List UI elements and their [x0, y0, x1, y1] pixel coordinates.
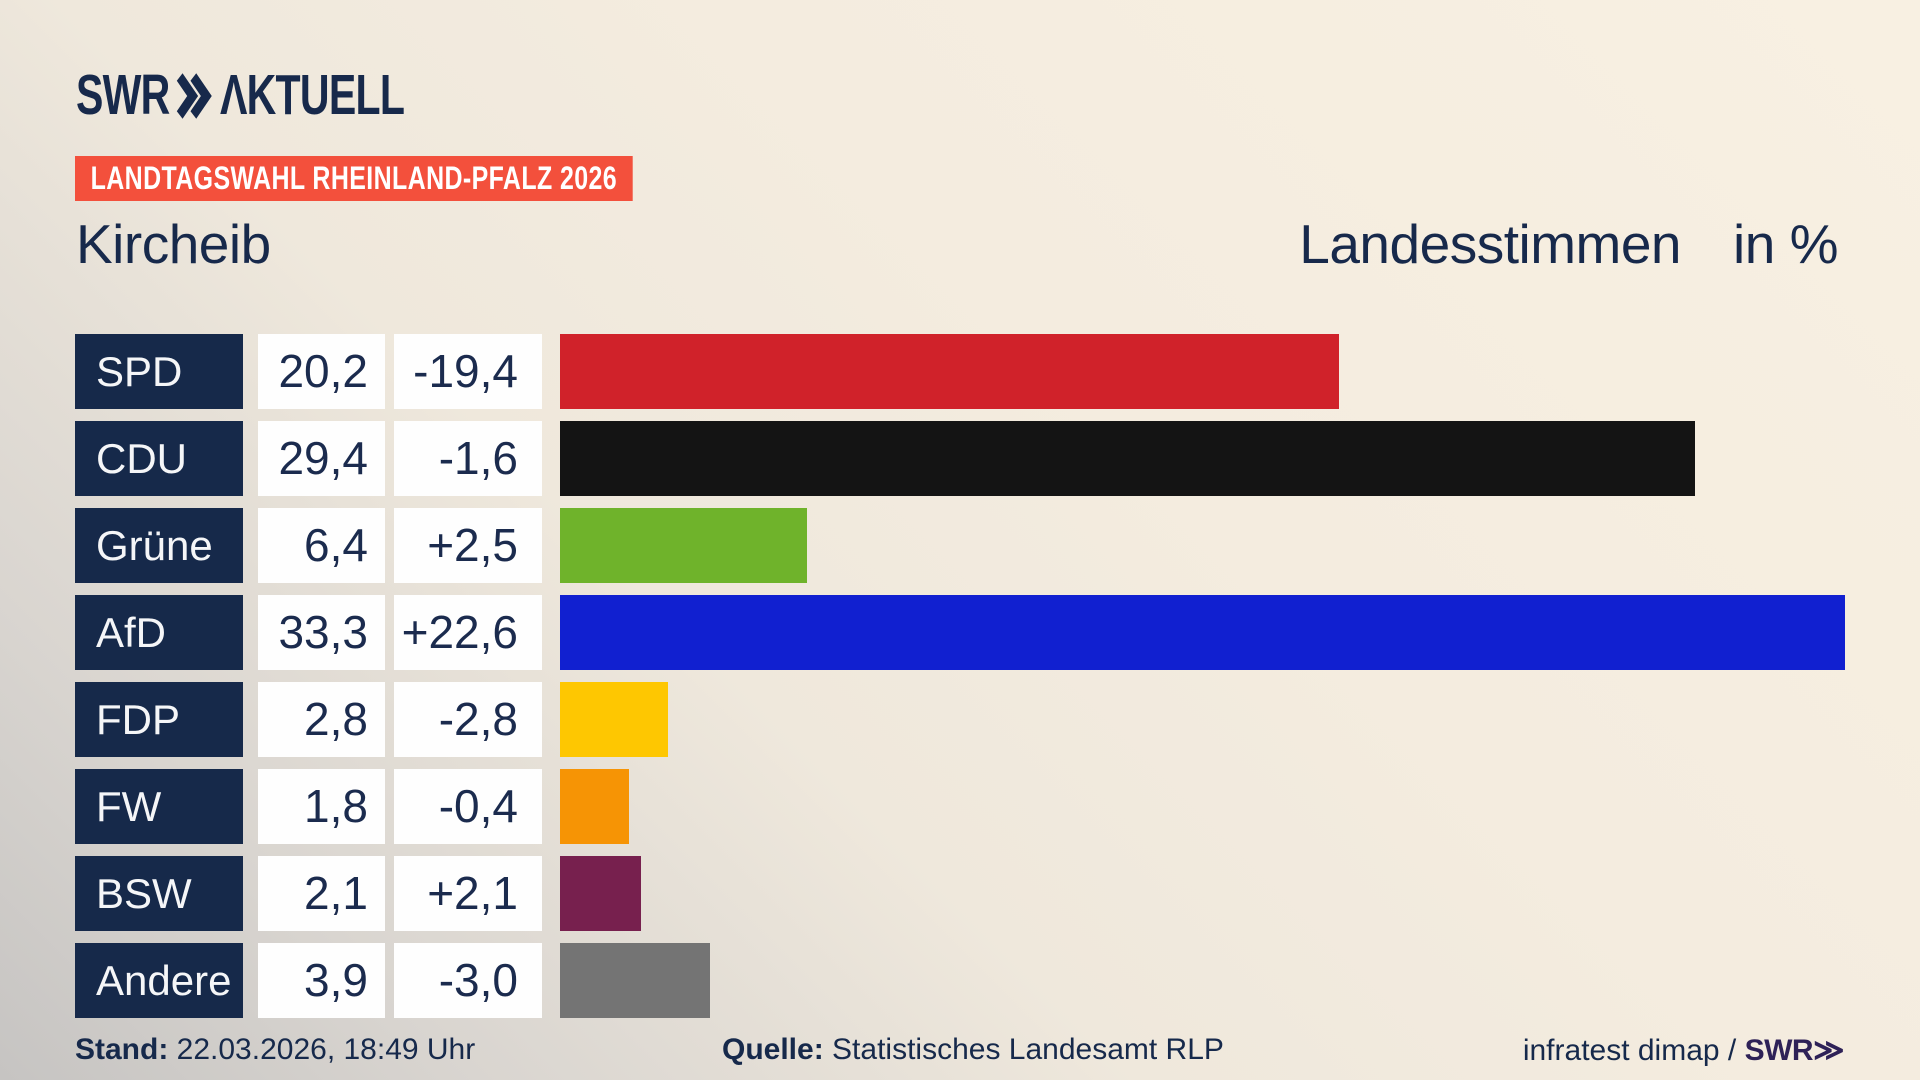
credit-text: infratest dimap /: [1522, 1034, 1745, 1067]
result-bar: [560, 334, 1340, 409]
value-box: 2,1: [258, 856, 385, 931]
bar-track: [560, 421, 1845, 496]
value-text: 33,3: [278, 606, 368, 658]
unit-label: in %: [1733, 213, 1839, 275]
credit: infratest dimap / SWR≫: [1522, 1033, 1845, 1068]
change-text: -3,0: [438, 954, 518, 1006]
chart-row: AfD 33,3 +22,6: [75, 595, 1845, 670]
party-label: BSW: [96, 870, 192, 917]
chart-row: FW 1,8 -0,4: [75, 769, 1845, 844]
change-text: -1,6: [438, 432, 518, 484]
party-label: FDP: [96, 696, 180, 743]
election-banner: LANDTAGSWAHL RHEINLAND-PFALZ 2026: [75, 156, 633, 201]
value-box: 29,4: [258, 421, 385, 496]
value-box: 3,9: [258, 943, 385, 1018]
party-label-box: FDP: [75, 682, 243, 757]
bar-track: [560, 334, 1845, 409]
party-label-box: BSW: [75, 856, 243, 931]
footer: Stand: 22.03.2026, 18:49 Uhr Quelle: Sta…: [0, 1033, 1920, 1073]
bar-track: [560, 595, 1845, 670]
result-bar: [560, 421, 1695, 496]
measure-label: Landesstimmen: [1299, 213, 1681, 275]
results-chart: SPD 20,2 -19,4 CDU 29,4 -1,6: [75, 334, 1845, 1030]
swr-aktuell-logo: SWR ΛKTUELL: [76, 63, 405, 127]
change-text: +2,1: [427, 867, 518, 919]
value-text: 1,8: [304, 780, 368, 832]
value-box: 6,4: [258, 508, 385, 583]
party-label-box: SPD: [75, 334, 243, 409]
value-box: 33,3: [258, 595, 385, 670]
value-text: 29,4: [278, 432, 368, 484]
stand-value: 22.03.2026, 18:49 Uhr: [176, 1033, 476, 1066]
change-box: +2,1: [394, 856, 542, 931]
party-label-box: Grüne: [75, 508, 243, 583]
source-value: Statistisches Landesamt RLP: [832, 1033, 1224, 1066]
chart-row: CDU 29,4 -1,6: [75, 421, 1845, 496]
bar-track: [560, 943, 1845, 1018]
chart-row: FDP 2,8 -2,8: [75, 682, 1845, 757]
bar-track: [560, 508, 1845, 583]
change-text: +22,6: [401, 606, 518, 658]
change-box: -1,6: [394, 421, 542, 496]
party-label-box: FW: [75, 769, 243, 844]
change-box: +2,5: [394, 508, 542, 583]
value-box: 20,2: [258, 334, 385, 409]
swr-logo-chevrons-icon: [176, 73, 212, 119]
party-label-box: Andere: [75, 943, 243, 1018]
bar-track: [560, 769, 1845, 844]
change-text: +2,5: [427, 519, 518, 571]
chart-row: Grüne 6,4 +2,5: [75, 508, 1845, 583]
value-text: 2,8: [304, 693, 368, 745]
party-label-box: CDU: [75, 421, 243, 496]
result-bar: [560, 508, 807, 583]
chart-row: Andere 3,9 -3,0: [75, 943, 1845, 1018]
change-box: -2,8: [394, 682, 542, 757]
change-box: -3,0: [394, 943, 542, 1018]
party-label: CDU: [96, 435, 187, 482]
party-label-box: AfD: [75, 595, 243, 670]
result-bar: [560, 682, 669, 757]
stand-timestamp: Stand: 22.03.2026, 18:49 Uhr: [75, 1033, 475, 1067]
bar-track: [560, 856, 1845, 931]
value-text: 20,2: [278, 345, 368, 397]
chart-row: SPD 20,2 -19,4: [75, 334, 1845, 409]
aktuell-logo-text: ΛKTUELL: [219, 63, 405, 127]
chart-row: BSW 2,1 +2,1: [75, 856, 1845, 931]
change-text: -19,4: [413, 345, 518, 397]
source: Quelle: Statistisches Landesamt RLP: [722, 1033, 1224, 1067]
result-bar: [560, 943, 711, 1018]
party-label: SPD: [96, 348, 183, 395]
bar-track: [560, 682, 1845, 757]
value-text: 2,1: [304, 867, 368, 919]
value-text: 6,4: [304, 519, 368, 571]
result-bar: [560, 856, 642, 931]
party-label: AfD: [96, 609, 167, 656]
municipality-title: Kircheib: [76, 213, 271, 275]
change-box: -0,4: [394, 769, 542, 844]
change-box: +22,6: [394, 595, 542, 670]
party-label: Andere: [96, 957, 232, 1004]
source-label: Quelle:: [722, 1033, 824, 1066]
value-text: 3,9: [304, 954, 368, 1006]
change-box: -19,4: [394, 334, 542, 409]
change-text: -2,8: [438, 693, 518, 745]
value-box: 2,8: [258, 682, 385, 757]
swr-footer-logo: SWR≫: [1744, 1034, 1845, 1067]
measure-title: Landesstimmen in %: [1299, 212, 1838, 276]
swr-logo-text: SWR: [76, 63, 170, 127]
value-box: 1,8: [258, 769, 385, 844]
result-bar: [560, 769, 630, 844]
party-label: FW: [96, 783, 162, 830]
result-bar: [560, 595, 1845, 670]
stand-label: Stand:: [75, 1033, 169, 1066]
party-label: Grüne: [96, 522, 213, 569]
change-text: -0,4: [438, 780, 518, 832]
